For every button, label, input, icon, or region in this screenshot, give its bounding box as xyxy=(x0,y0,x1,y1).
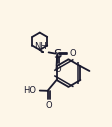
Text: NH: NH xyxy=(33,42,46,51)
Text: O: O xyxy=(45,101,52,110)
Text: S: S xyxy=(53,48,61,61)
Text: O: O xyxy=(69,49,75,58)
Text: HO: HO xyxy=(23,86,36,95)
Text: O: O xyxy=(54,65,61,74)
